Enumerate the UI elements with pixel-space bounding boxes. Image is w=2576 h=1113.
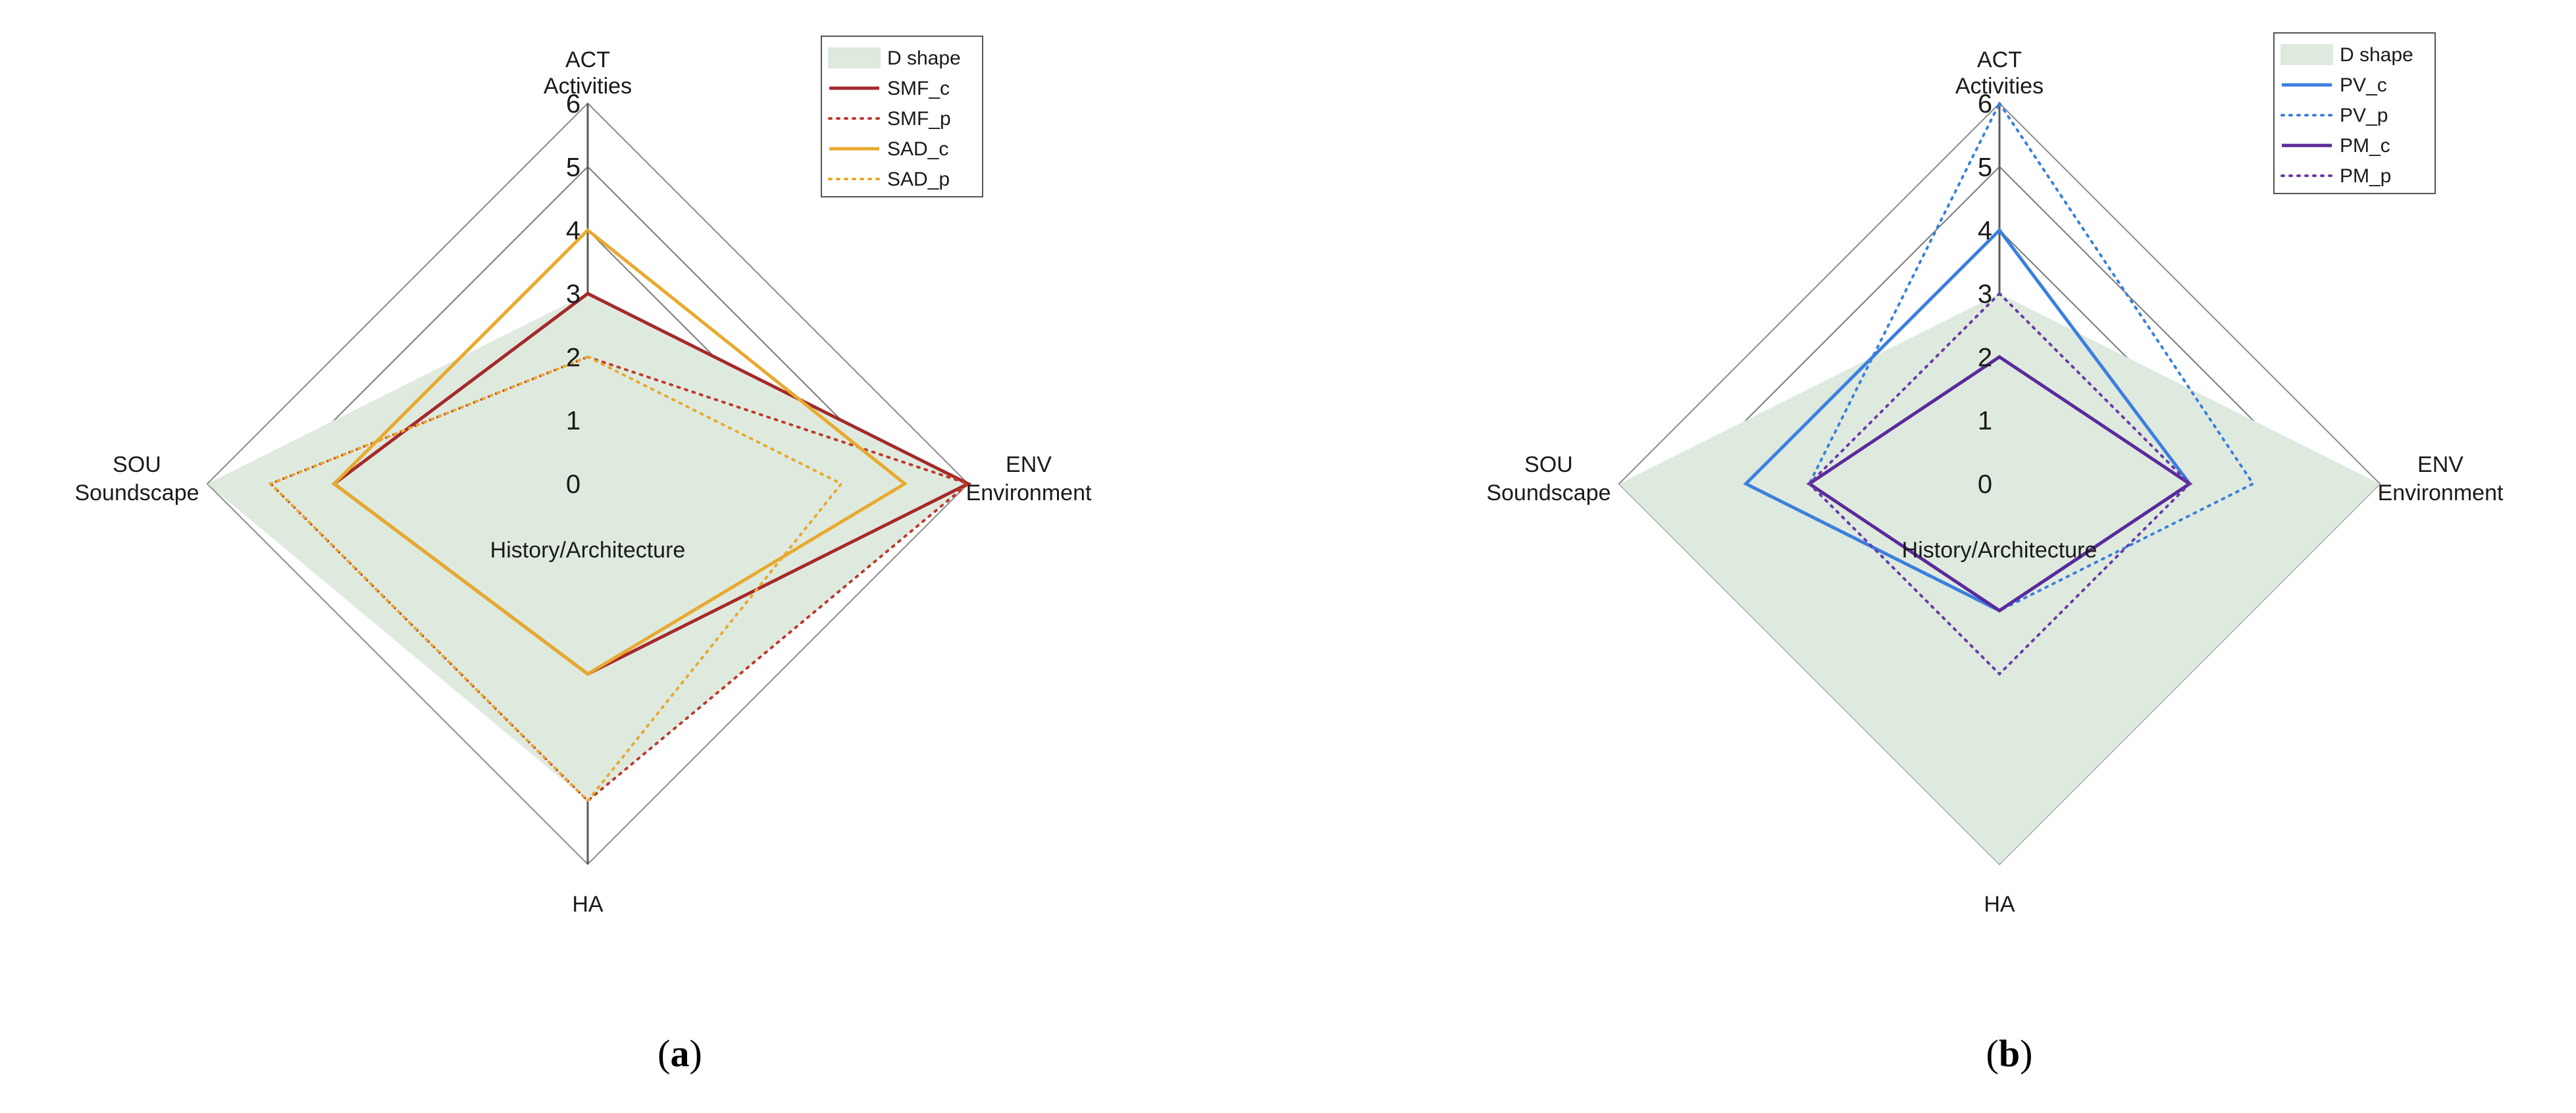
radar-chart-b: 0 1 2 3 4 5 6 ACT Activities ENV Environment H… xyxy=(1486,32,2504,1075)
axis-label-sou-name: Soundscape xyxy=(1486,480,1610,505)
legend-swatch-d-shape xyxy=(828,47,881,68)
panel-label-b: (b) xyxy=(1986,1032,2033,1075)
legend-label-smf-p: SMF_p xyxy=(887,108,951,130)
radar-tick-labels: 0 1 2 3 4 5 6 xyxy=(1978,90,1992,499)
tick-label: 2 xyxy=(1978,343,1992,372)
legend-label-d-shape: D shape xyxy=(887,47,961,69)
radar-tick-labels: 0 1 2 3 4 5 6 xyxy=(566,90,580,499)
axis-label-act-code: ACT xyxy=(1977,47,2022,72)
radar-series-layer xyxy=(1619,101,2380,864)
panel-label-close: ) xyxy=(2020,1032,2032,1075)
legend-b: D shape PV_c PV_p PM_c PM_p xyxy=(2273,32,2436,194)
axis-label-act-name: Activities xyxy=(544,74,632,99)
tick-label: 1 xyxy=(566,407,580,436)
series-line-pm-p xyxy=(1807,292,2192,676)
tick-label: 4 xyxy=(566,217,580,246)
tick-label: 4 xyxy=(1978,217,1992,246)
axis-label-ha-name: History/Architecture xyxy=(490,538,686,563)
axis-label-sou-code: SOU xyxy=(113,452,161,477)
legend-label-d-shape: D shape xyxy=(2340,44,2413,66)
legend-label-pm-c: PM_c xyxy=(2340,135,2390,157)
tick-label: 6 xyxy=(1978,90,1992,118)
axis-label-ha-name: History/Architecture xyxy=(1902,538,2098,563)
axis-label-env-name: Environment xyxy=(2378,480,2504,505)
panel-label-close: ) xyxy=(690,1032,702,1075)
legend-label-sad-p: SAD_p xyxy=(887,168,950,190)
axis-label-env-name: Environment xyxy=(966,480,1092,505)
legend-swatch-d-shape xyxy=(2280,44,2333,65)
axis-label-sou-code: SOU xyxy=(1524,452,1573,477)
tick-label: 0 xyxy=(1978,470,1992,499)
tick-label: 5 xyxy=(1978,153,1992,182)
panel-label-letter: a xyxy=(671,1032,690,1075)
series-line-pm-c xyxy=(1806,355,2193,613)
axis-labels: ACT Activities ENV Environment HA Histor… xyxy=(1486,47,2504,917)
series-area-d-shape xyxy=(1619,294,2380,864)
axis-labels: ACT Activities ENV Environment HA Histor… xyxy=(74,47,1092,917)
panel-label-letter: b xyxy=(1999,1032,2020,1075)
axis-label-ha-code: HA xyxy=(1984,892,2015,917)
legend-label-pv-c: PV_c xyxy=(2340,74,2387,96)
legend-a: D shape SMF_c SMF_p SAD_c SAD_p xyxy=(821,36,983,197)
tick-label: 2 xyxy=(566,343,580,372)
series-line-sad-p xyxy=(268,355,844,803)
axis-label-env-code: ENV xyxy=(2417,452,2463,477)
panel-label-a: (a) xyxy=(657,1032,702,1075)
tick-label: 1 xyxy=(1978,407,1992,436)
radar-chart-a: 0 1 2 3 4 5 6 ACT Activities ENV Environment H… xyxy=(74,36,1092,1075)
legend-label-sad-c: SAD_c xyxy=(887,138,948,160)
axis-label-ha-code: HA xyxy=(572,892,604,917)
tick-label: 6 xyxy=(566,90,580,118)
series-line-sad-c xyxy=(331,228,908,677)
series-line-smf-p xyxy=(268,355,971,803)
tick-label: 3 xyxy=(1978,280,1992,309)
panel-label-open: ( xyxy=(1986,1032,1999,1075)
axis-label-sou-name: Soundscape xyxy=(74,480,199,505)
legend-label-pv-p: PV_p xyxy=(2340,105,2388,126)
legend-label-pm-p: PM_p xyxy=(2340,165,2391,187)
axis-label-env-code: ENV xyxy=(1006,452,1052,477)
axis-label-act-code: ACT xyxy=(565,47,610,72)
tick-label: 5 xyxy=(566,153,580,182)
tick-label: 0 xyxy=(566,470,580,499)
axis-label-act-name: Activities xyxy=(1955,74,2044,99)
radar-series-layer xyxy=(207,228,972,803)
legend-label-smf-c: SMF_c xyxy=(887,78,950,99)
panel-label-open: ( xyxy=(657,1032,670,1075)
tick-label: 3 xyxy=(566,280,580,309)
